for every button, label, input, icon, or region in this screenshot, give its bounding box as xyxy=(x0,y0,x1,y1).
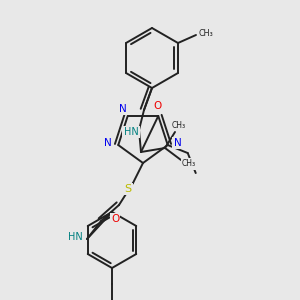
Text: CH₃: CH₃ xyxy=(182,160,196,169)
Text: N: N xyxy=(104,138,112,148)
Text: CH₃: CH₃ xyxy=(199,28,213,38)
Text: O: O xyxy=(111,214,119,224)
Text: N: N xyxy=(174,138,182,148)
Text: O: O xyxy=(154,101,162,111)
Text: N: N xyxy=(119,104,127,114)
Text: HN: HN xyxy=(124,127,138,137)
Text: HN: HN xyxy=(68,232,82,242)
Text: CH₃: CH₃ xyxy=(172,121,186,130)
Text: S: S xyxy=(124,184,132,194)
